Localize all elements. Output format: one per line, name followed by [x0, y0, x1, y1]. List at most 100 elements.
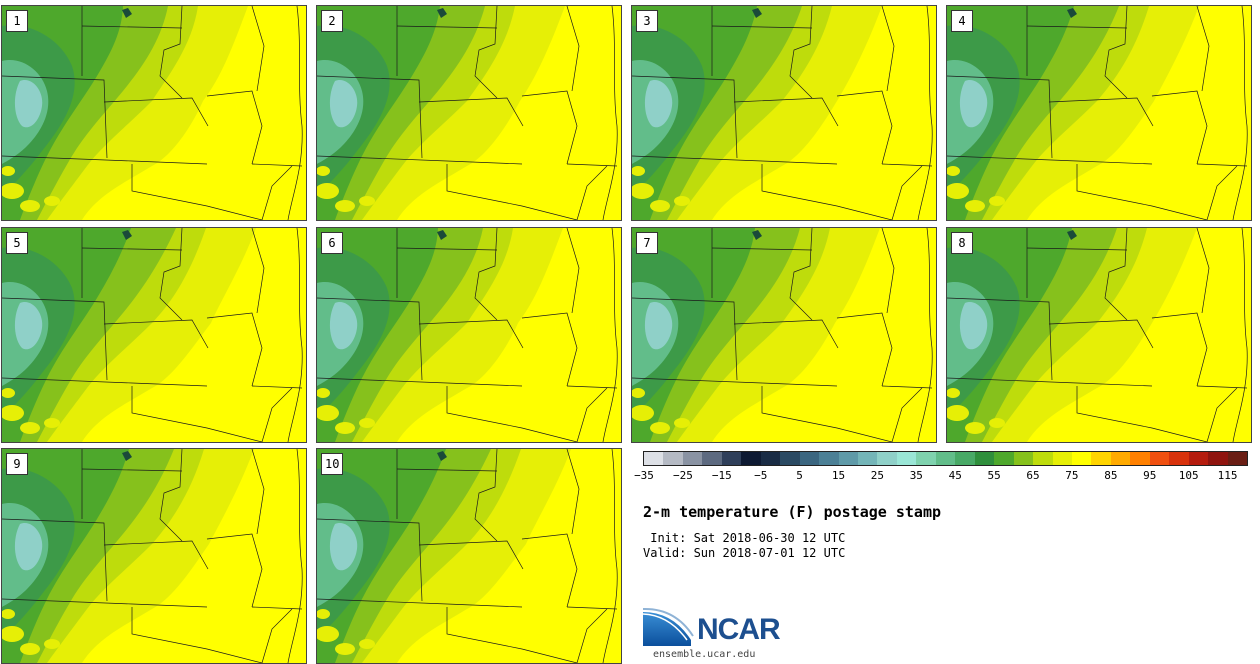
state-boundary	[2, 297, 108, 381]
warm-valley	[317, 183, 339, 199]
colorbar-swatch	[760, 452, 781, 465]
state-boundary	[446, 164, 578, 220]
state-boundary	[159, 228, 183, 321]
temperature-map	[632, 228, 936, 442]
temperature-band	[14, 80, 43, 128]
state-boundary	[1026, 247, 1128, 251]
colorbar-swatch	[1149, 452, 1170, 465]
state-boundary	[418, 319, 524, 349]
state-boundary	[474, 6, 498, 99]
state-boundary	[711, 247, 813, 251]
colorbar-swatch	[721, 452, 742, 465]
warm-valley	[335, 422, 355, 434]
state-boundary	[947, 377, 1153, 387]
colorbar-tick-label: 115	[1217, 469, 1238, 482]
state-boundary	[396, 247, 498, 251]
state-boundary	[576, 608, 608, 663]
state-boundary	[789, 6, 813, 99]
state-boundary	[602, 228, 618, 442]
state-boundary	[396, 25, 498, 29]
colorbar-tick-label: −5	[754, 469, 768, 482]
warm-valley	[335, 200, 355, 212]
state-boundary	[733, 319, 839, 349]
state-boundary	[81, 468, 183, 472]
state-boundary	[251, 606, 303, 610]
state-boundary	[317, 598, 523, 608]
colorbar-tick-label: 95	[1143, 469, 1157, 482]
state-boundary	[317, 518, 423, 602]
state-boundary	[917, 228, 933, 442]
colorbar-tick-label: 25	[870, 469, 885, 482]
state-boundary	[206, 533, 263, 608]
colorbar-tick-label: −15	[711, 469, 732, 482]
colorbar-tick-label: −35	[634, 469, 654, 482]
state-boundary	[418, 97, 524, 127]
warm-valley	[359, 196, 375, 206]
warm-valley	[2, 183, 24, 199]
state-boundary	[521, 312, 578, 387]
state-boundary	[1026, 25, 1128, 29]
temperature-band	[644, 302, 673, 350]
warm-valley	[2, 388, 15, 398]
colorbar-swatch	[994, 452, 1014, 465]
state-boundary	[1196, 228, 1210, 314]
state-boundary	[317, 377, 523, 387]
state-boundary	[131, 386, 263, 442]
lake	[437, 230, 447, 240]
state-boundary	[1206, 387, 1238, 442]
state-boundary	[1151, 90, 1208, 165]
member-number-label: 6	[321, 232, 343, 254]
warm-valley	[947, 183, 969, 199]
state-boundary	[1232, 228, 1248, 442]
temperature-band	[959, 80, 988, 128]
colorbar-swatch	[799, 452, 820, 465]
warm-valley	[632, 388, 645, 398]
warm-valley	[317, 388, 330, 398]
temperature-band	[14, 302, 43, 350]
state-boundary	[1232, 6, 1248, 220]
state-boundary	[251, 6, 265, 92]
state-boundary	[566, 385, 618, 389]
state-boundary	[1104, 6, 1128, 99]
member-panel-3: 3	[631, 5, 937, 221]
colorbar-swatch	[857, 452, 878, 465]
state-boundary	[396, 468, 498, 472]
state-boundary	[576, 165, 608, 220]
temperature-band	[14, 523, 43, 571]
temperature-map	[317, 228, 621, 442]
warm-valley	[632, 166, 645, 176]
state-boundary	[206, 90, 263, 165]
colorbar-tick-label: 35	[909, 469, 923, 482]
member-panel-5: 5	[1, 227, 307, 443]
member-number-label: 8	[951, 232, 973, 254]
colorbar-swatch	[1208, 452, 1228, 465]
colorbar-swatch	[1110, 452, 1131, 465]
state-boundary	[881, 385, 933, 389]
colorbar-tick-label: 65	[1026, 469, 1040, 482]
member-panel-7: 7	[631, 227, 937, 443]
temperature-map	[2, 449, 306, 663]
colorbar-swatch	[838, 452, 858, 465]
temperature-map	[632, 6, 936, 220]
state-boundary	[789, 228, 813, 321]
warm-valley	[335, 643, 355, 655]
colorbar-swatch	[682, 452, 703, 465]
state-boundary	[261, 387, 293, 442]
state-boundary	[206, 312, 263, 387]
colorbar-swatch	[1091, 452, 1111, 465]
warm-valley	[359, 639, 375, 649]
colorbar-swatch	[644, 452, 664, 465]
warm-valley	[317, 609, 330, 619]
colorbar-swatch	[702, 452, 722, 465]
state-boundary	[1104, 228, 1128, 321]
temperature-map	[947, 228, 1251, 442]
lake	[1067, 230, 1077, 240]
state-boundary	[947, 75, 1053, 159]
state-boundary	[566, 228, 580, 314]
state-boundary	[159, 449, 183, 542]
colorbar-swatch	[935, 452, 956, 465]
state-boundary	[1076, 386, 1208, 442]
colorbar-swatch	[1130, 452, 1150, 465]
member-panel-4: 4	[946, 5, 1252, 221]
warm-valley	[650, 422, 670, 434]
